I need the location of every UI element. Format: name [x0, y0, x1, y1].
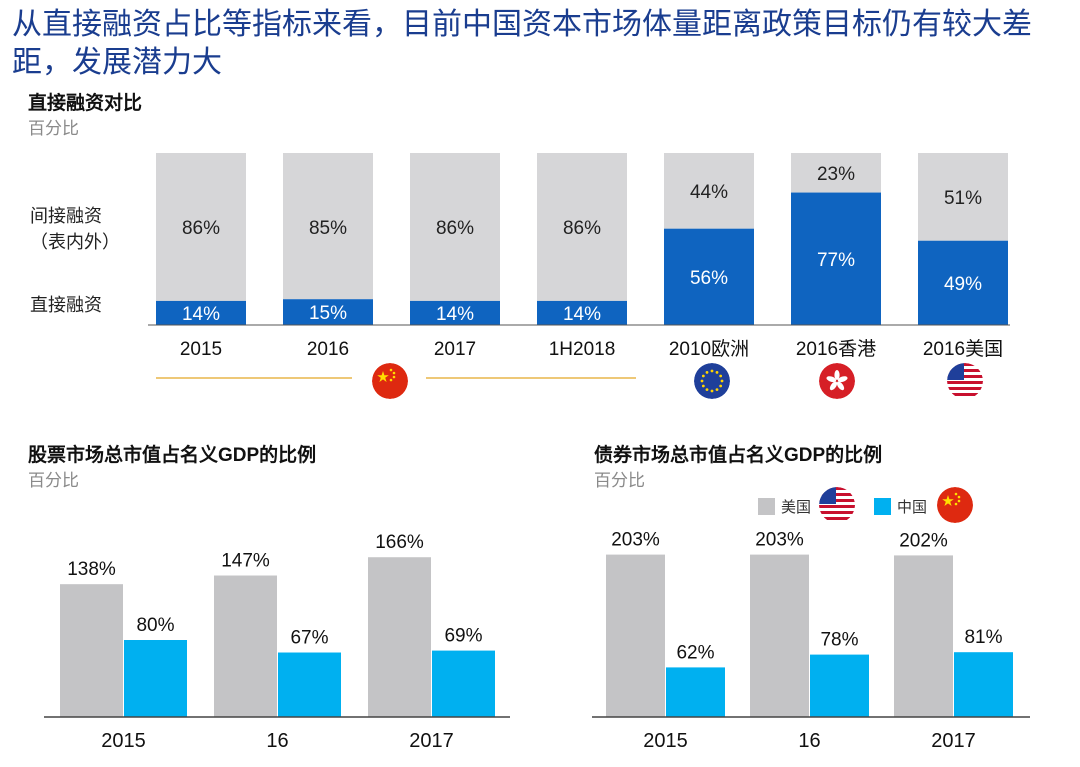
- usa-value-label: 203%: [611, 530, 660, 551]
- indirect-bar: [283, 153, 373, 300]
- category-label: 2015: [101, 730, 146, 752]
- china-bar: [666, 667, 725, 717]
- legend-china: 中国: [874, 496, 927, 517]
- direct-bar: [283, 299, 373, 325]
- usa-bar: [750, 554, 809, 717]
- direct-bar: [537, 300, 627, 325]
- category-label: 2017: [434, 339, 476, 360]
- direct-value-label: 56%: [690, 268, 728, 289]
- category-label: 2017: [931, 730, 976, 752]
- direct-bar: [664, 228, 754, 325]
- indirect-value-label: 85%: [309, 218, 347, 239]
- chart3-title: 债券市场总市值占名义GDP的比例: [594, 445, 883, 466]
- direct-bar: [156, 300, 246, 325]
- china-bar: [810, 654, 869, 717]
- direct-bar: [918, 240, 1008, 325]
- usa-bar: [214, 575, 277, 717]
- direct-label: 直接融资: [30, 295, 102, 315]
- category-label: 16: [266, 730, 288, 752]
- indirect-bar: [918, 153, 1008, 241]
- indirect-bar: [791, 153, 881, 193]
- eu-flag-icon: [694, 363, 730, 399]
- category-label: 2015: [643, 730, 688, 752]
- indirect-bar: [664, 153, 754, 229]
- china-flag-legend-icon: [937, 487, 973, 523]
- usa-flag-legend-icon: [819, 487, 855, 523]
- usa-value-label: 166%: [375, 532, 424, 553]
- usa-value-label: 203%: [755, 530, 804, 551]
- china-value-label: 80%: [136, 615, 174, 636]
- chart1-unit: 百分比: [28, 119, 79, 138]
- usa-bar: [894, 555, 953, 717]
- usa-bar: [368, 557, 431, 717]
- usa-bar: [60, 584, 123, 717]
- indirect-value-label: 86%: [563, 218, 601, 239]
- indirect-bar: [410, 153, 500, 301]
- indirect-label-sub: （表内外）: [30, 232, 120, 252]
- legend-label-usa: 美国: [781, 499, 812, 516]
- china-bar: [432, 650, 495, 717]
- china-value-label: 81%: [964, 627, 1002, 648]
- category-label: 2016美国: [923, 338, 1003, 360]
- chart2-unit: 百分比: [28, 471, 79, 490]
- legend-usa: 美国: [758, 496, 811, 517]
- direct-value-label: 15%: [309, 303, 347, 324]
- direct-bar: [791, 192, 881, 325]
- category-label: 2016: [307, 339, 349, 360]
- china-flag-icon: [372, 363, 408, 399]
- chart3-unit: 百分比: [594, 471, 645, 490]
- indirect-value-label: 23%: [817, 164, 855, 185]
- category-label: 2010欧洲: [669, 338, 749, 360]
- category-label: 2017: [409, 730, 454, 752]
- chart2-title: 股票市场总市值占名义GDP的比例: [28, 445, 317, 466]
- chart1-title: 直接融资对比: [28, 93, 143, 114]
- china-bar: [124, 640, 187, 717]
- direct-value-label: 14%: [563, 304, 601, 325]
- usa-value-label: 147%: [221, 551, 270, 572]
- china-value-label: 78%: [820, 630, 858, 651]
- category-label: 1H2018: [549, 339, 616, 360]
- legend-swatch-china: [874, 498, 891, 515]
- direct-value-label: 14%: [182, 304, 220, 325]
- direct-value-label: 14%: [436, 304, 474, 325]
- china-value-label: 69%: [444, 626, 482, 647]
- page-title: 从直接融资占比等指标来看，目前中国资本市场体量距离政策目标仍有较大差距，发展潜力…: [12, 7, 1032, 80]
- legend-swatch-usa: [758, 498, 775, 515]
- usa-value-label: 202%: [899, 530, 948, 551]
- direct-bar: [410, 300, 500, 325]
- indirect-value-label: 86%: [182, 218, 220, 239]
- direct-value-label: 49%: [944, 274, 982, 295]
- legend-label-china: 中国: [897, 499, 928, 516]
- indirect-value-label: 44%: [690, 182, 728, 203]
- china-bar: [278, 652, 341, 717]
- category-label: 2016香港: [796, 338, 876, 360]
- hongkong-flag-icon: [819, 363, 855, 399]
- china-value-label: 67%: [290, 628, 328, 649]
- indirect-bar: [537, 153, 627, 301]
- indirect-value-label: 86%: [436, 218, 474, 239]
- usa-bar: [606, 554, 665, 717]
- china-value-label: 62%: [676, 642, 714, 663]
- direct-value-label: 77%: [817, 250, 855, 271]
- indirect-value-label: 51%: [944, 188, 982, 209]
- china-bar: [954, 652, 1013, 717]
- indirect-bar: [156, 153, 246, 301]
- category-label: 16: [798, 730, 820, 752]
- category-label: 2015: [180, 339, 222, 360]
- usa-value-label: 138%: [67, 559, 116, 580]
- indirect-label: 间接融资: [30, 206, 102, 226]
